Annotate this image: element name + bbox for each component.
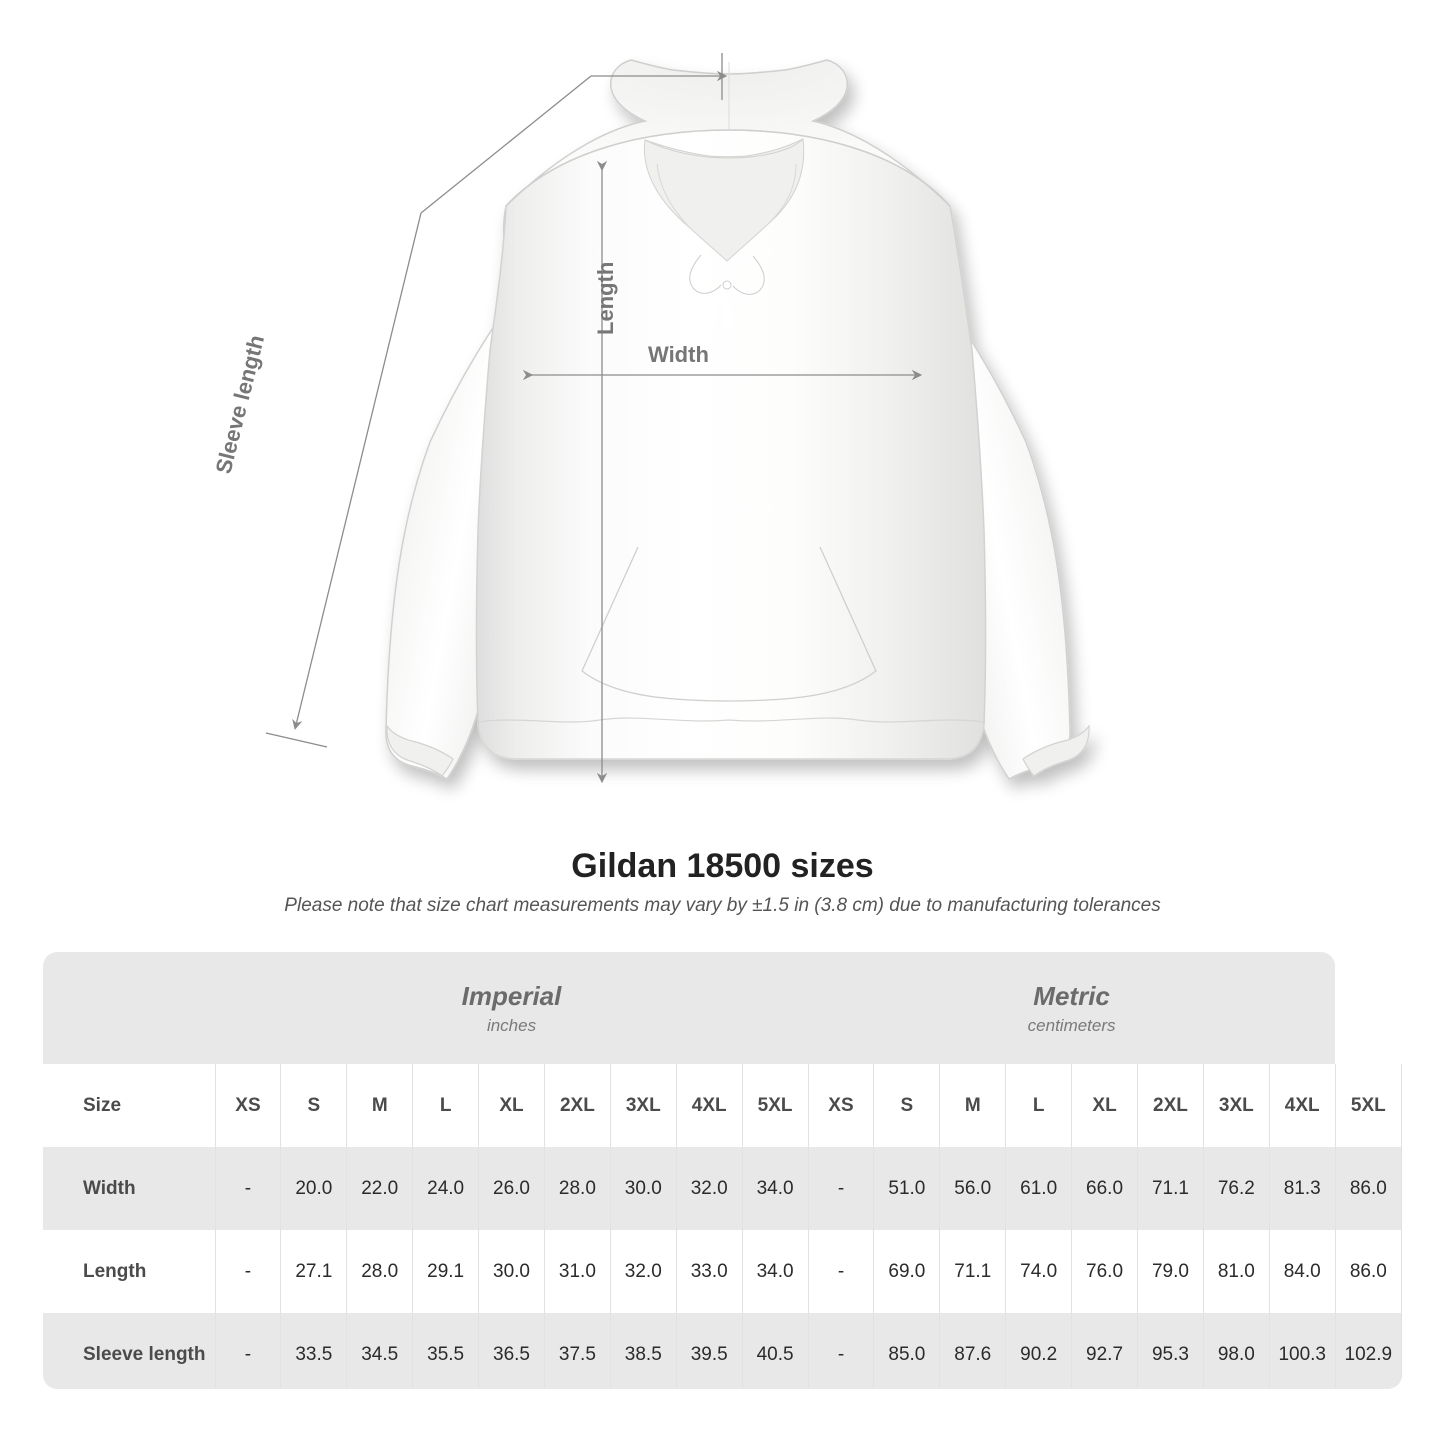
svg-text:Length: Length	[593, 262, 618, 335]
svg-text:Width: Width	[648, 342, 709, 367]
svg-text:Sleeve length: Sleeve length	[211, 333, 270, 477]
